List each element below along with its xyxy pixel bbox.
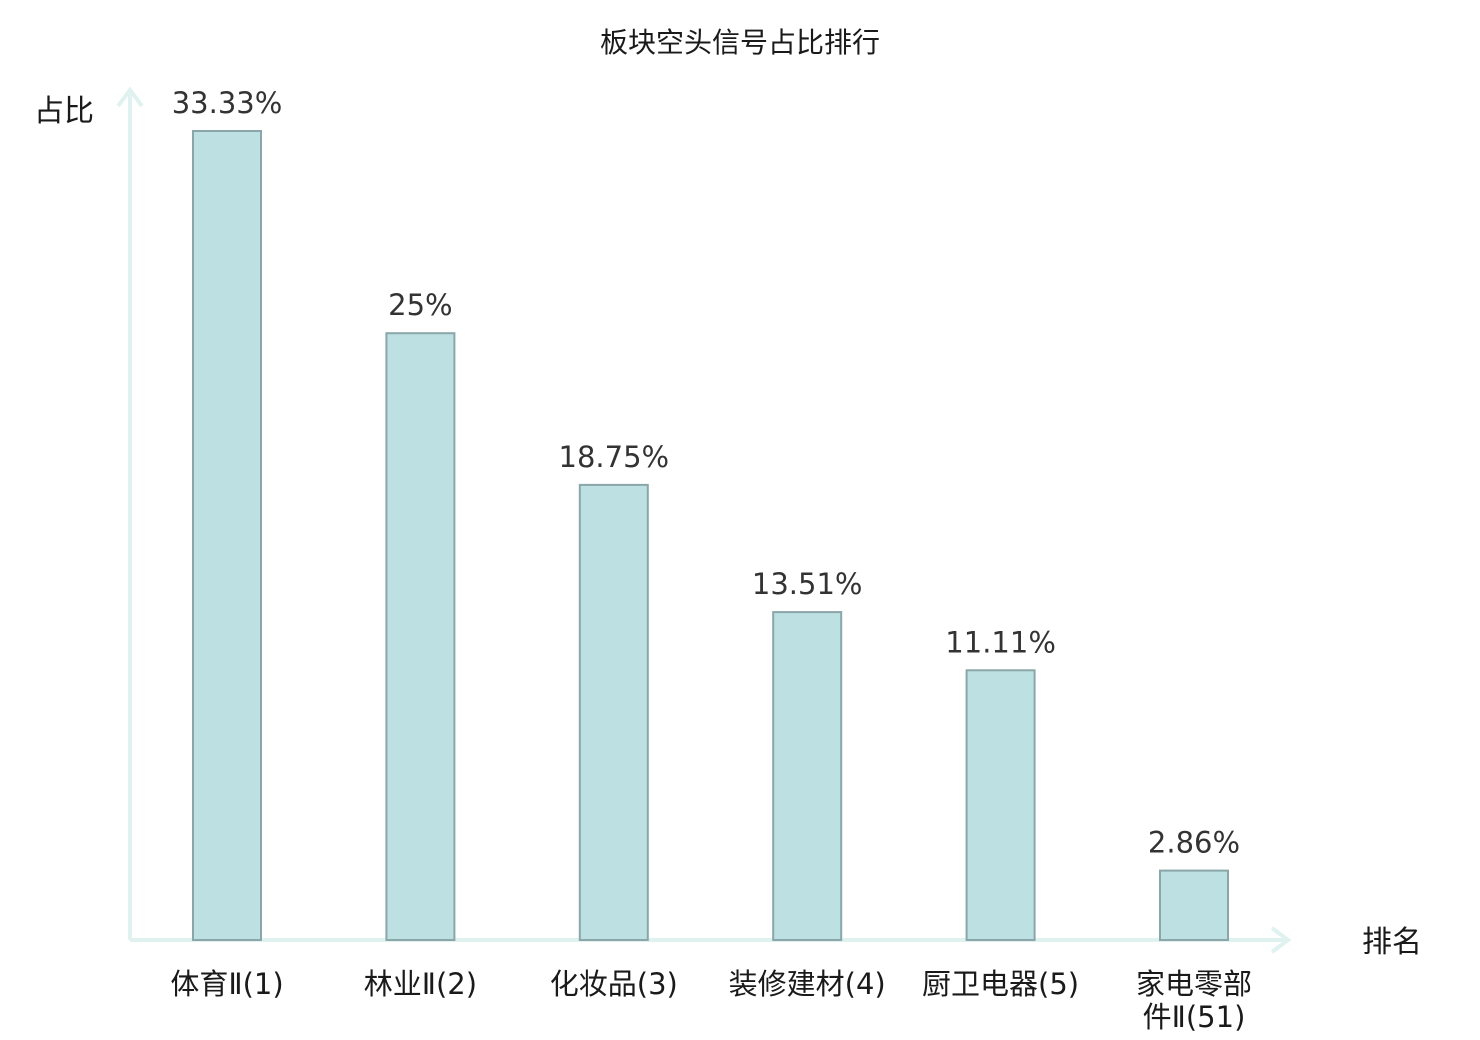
bar-6 (1159, 869, 1229, 941)
data-label-3: 18.75% (559, 440, 670, 474)
axes (116, 86, 1292, 954)
data-label-4: 13.51% (752, 567, 863, 601)
bar-series (192, 130, 1229, 941)
data-label-5: 11.11% (945, 625, 1056, 659)
data-label-2: 25% (388, 288, 452, 322)
data-label-1: 33.33% (172, 86, 283, 120)
category-label-2: 林业Ⅱ(2) (364, 967, 477, 1001)
category-labels: 体育Ⅱ(1) 林业Ⅱ(2) 化妆品(3) 装修建材(4) 厨卫电器(5) 家电零部件Ⅱ(5… (170, 967, 1252, 1034)
data-label-6: 2.86% (1148, 826, 1240, 860)
bar-5 (965, 669, 1036, 941)
data-labels: 33.33% 25% 18.75% 13.51% 11.11% 2.86% (172, 86, 1240, 860)
bar-2 (385, 332, 456, 941)
bar-1 (192, 130, 262, 941)
x-axis-label: 排名 (1362, 925, 1422, 960)
chart-title: 板块空头信号占比排行 (600, 26, 880, 59)
category-label-1: 体育Ⅱ(1) (170, 967, 283, 1001)
category-label-6-line-2: 件Ⅱ(51) (1143, 1000, 1246, 1034)
y-axis-arrow (116, 86, 144, 108)
category-label-4: 装修建材(4) (729, 967, 886, 1001)
bar-4 (772, 611, 843, 941)
category-label-5: 厨卫电器(5) (922, 967, 1079, 1001)
category-label-6-line-1: 家电零部 (1136, 967, 1252, 1001)
bar-3 (578, 483, 649, 941)
y-axis-label: 占比 (34, 94, 94, 129)
x-axis-arrow (1270, 926, 1292, 954)
category-label-3: 化妆品(3) (550, 967, 678, 1001)
